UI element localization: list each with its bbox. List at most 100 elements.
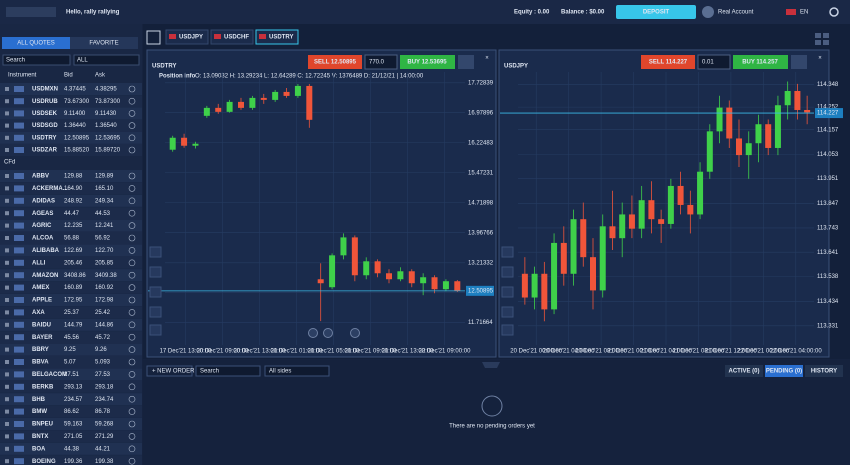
tool-icon[interactable] [501,324,514,336]
info-icon[interactable] [128,309,136,316]
orders-tab[interactable] [805,365,843,377]
quote-row[interactable] [0,281,142,294]
info-icon[interactable] [128,358,136,366]
orders-tab[interactable] [765,365,803,377]
quote-row[interactable] [0,170,142,182]
more-button[interactable] [791,55,807,69]
chart-tab[interactable] [210,29,254,45]
quote-row[interactable] [0,331,142,344]
quote-row[interactable] [0,368,142,381]
account[interactable]: Real Account [718,10,754,16]
info-icon[interactable] [128,85,136,93]
info-icon[interactable] [128,197,136,205]
info-icon[interactable] [128,408,136,415]
chart-tab[interactable] [165,29,209,45]
more-button[interactable] [458,55,474,69]
buy[interactable]: BUY 114.257 [742,60,778,66]
layout-icon[interactable] [823,33,829,38]
tool-icon[interactable] [501,306,514,318]
sell-button[interactable] [641,55,695,69]
info-icon[interactable] [128,333,136,341]
tab[interactable] [70,37,138,49]
info-icon[interactable] [128,433,136,440]
info-icon[interactable] [128,346,136,353]
buy-button[interactable] [400,55,455,69]
quote-row[interactable] [0,131,142,144]
new-order[interactable]: + NEW ORDER [152,369,195,375]
tool-icon[interactable] [501,246,514,258]
sides-select[interactable] [264,365,330,377]
lot[interactable]: 770.0 [369,60,385,66]
language[interactable]: EN [800,10,808,16]
info-icon[interactable] [128,445,136,453]
zoom-button[interactable] [350,328,360,338]
orders-tab-label[interactable]: PENDING (0) [766,369,802,375]
quote-row[interactable] [0,405,142,418]
tool-icon[interactable] [149,266,162,278]
info-icon[interactable] [128,395,136,403]
position-info[interactable]: Position info [159,74,196,80]
quote-row[interactable] [0,418,142,430]
buy[interactable]: BUY 12.53695 [407,60,447,66]
info-icon[interactable] [128,222,136,229]
info-icon[interactable] [128,420,136,428]
info-icon[interactable] [128,185,136,192]
info-icon[interactable] [128,247,136,254]
info-icon[interactable] [128,457,136,465]
quote-row[interactable] [0,269,142,282]
buy-button[interactable] [733,55,788,69]
orders-tab[interactable] [725,365,763,377]
quote-row[interactable] [0,294,142,306]
quote-row[interactable] [0,232,142,244]
filter-box[interactable] [73,54,140,66]
info-icon[interactable] [128,371,136,378]
info-icon[interactable] [128,383,136,391]
info-icon[interactable] [128,259,136,267]
info-icon[interactable] [128,271,136,279]
info-icon[interactable] [128,321,136,329]
lot-box[interactable] [364,54,398,70]
deposit-label[interactable]: DEPOSIT [643,10,670,16]
chart-tab[interactable] [255,29,299,45]
sell-button[interactable] [308,55,362,69]
quote-row[interactable] [0,194,142,207]
quotes-tab[interactable]: ALL QUOTES [17,41,54,47]
quote-row[interactable] [0,95,142,108]
orders-tab-label[interactable]: ACTIVE (0) [728,369,759,375]
info-icon[interactable] [128,209,136,217]
quote-row[interactable] [0,455,142,465]
quote-row[interactable] [0,256,142,269]
tool-icon[interactable] [501,286,514,298]
info-icon[interactable] [128,284,136,291]
quote-row[interactable] [0,207,142,220]
settings[interactable] [829,7,839,17]
info-icon[interactable] [128,234,136,242]
quote-row[interactable] [0,343,142,356]
orders-search[interactable] [195,365,261,377]
zoom-button[interactable] [308,328,318,338]
info-icon[interactable] [128,172,136,180]
quote-row[interactable] [0,393,142,406]
quote-row[interactable] [0,430,142,443]
lot[interactable]: 0.01 [702,60,714,66]
quote-row[interactable] [0,356,142,368]
layout-icon[interactable] [815,33,821,38]
layout-icon[interactable] [815,40,821,45]
collapse[interactable] [482,362,500,368]
orders-tab-label[interactable]: HISTORY [811,369,837,375]
info-icon[interactable] [128,134,136,142]
info-icon[interactable] [128,146,136,154]
info-icon[interactable] [128,110,136,117]
quote-row[interactable] [0,107,142,120]
quote-row[interactable] [0,83,142,95]
tool-icon[interactable] [149,246,162,258]
new-order-button[interactable] [146,365,193,377]
chart-tab-label[interactable]: USDTRY [269,35,293,41]
quote-row[interactable] [0,318,142,331]
deposit-button[interactable] [616,5,696,19]
info-icon[interactable] [128,122,136,129]
tool-icon[interactable] [149,324,162,336]
tab-active[interactable] [2,37,70,49]
chart-tab-label[interactable]: USDJPY [179,35,203,41]
quote-row[interactable] [0,442,142,455]
